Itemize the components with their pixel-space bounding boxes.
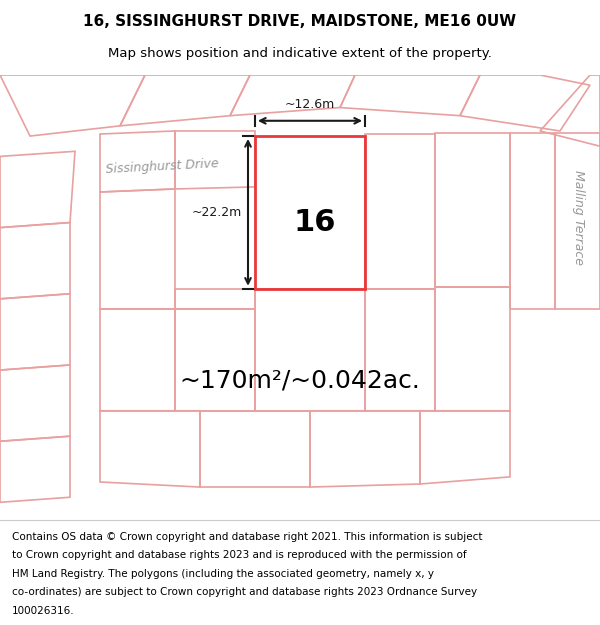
- Text: co-ordinates) are subject to Crown copyright and database rights 2023 Ordnance S: co-ordinates) are subject to Crown copyr…: [12, 588, 477, 598]
- Text: Contains OS data © Crown copyright and database right 2021. This information is : Contains OS data © Crown copyright and d…: [12, 532, 482, 542]
- Text: 16: 16: [294, 208, 336, 237]
- Text: Map shows position and indicative extent of the property.: Map shows position and indicative extent…: [108, 48, 492, 61]
- Text: ~22.2m: ~22.2m: [192, 206, 242, 219]
- Text: Malling Terrace: Malling Terrace: [571, 170, 584, 265]
- Text: ~12.6m: ~12.6m: [285, 98, 335, 111]
- Text: 100026316.: 100026316.: [12, 606, 74, 616]
- Text: ~170m²/~0.042ac.: ~170m²/~0.042ac.: [179, 368, 421, 392]
- Text: 16, SISSINGHURST DRIVE, MAIDSTONE, ME16 0UW: 16, SISSINGHURST DRIVE, MAIDSTONE, ME16 …: [83, 14, 517, 29]
- Text: HM Land Registry. The polygons (including the associated geometry, namely x, y: HM Land Registry. The polygons (includin…: [12, 569, 434, 579]
- Text: Sissinghurst Drive: Sissinghurst Drive: [105, 157, 219, 176]
- Text: to Crown copyright and database rights 2023 and is reproduced with the permissio: to Crown copyright and database rights 2…: [12, 550, 467, 560]
